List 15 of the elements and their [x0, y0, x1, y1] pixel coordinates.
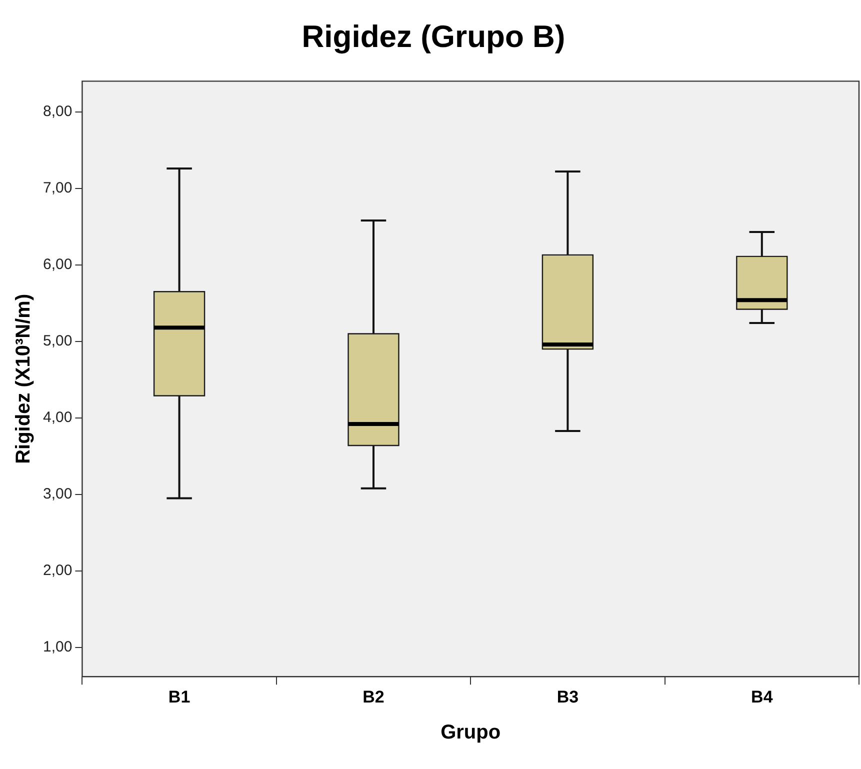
x-tick-label: B1 [168, 687, 190, 706]
x-axis-title: Grupo [440, 722, 501, 744]
y-tick-label: 6,00 [42, 256, 72, 274]
x-tick-label: B3 [556, 687, 579, 706]
y-tick-label: 4,00 [42, 409, 72, 426]
chart-title: Rigidez (Grupo B) [302, 19, 566, 54]
x-tick-label: B4 [751, 687, 774, 706]
x-tick-label: B2 [362, 687, 384, 706]
y-tick-label: 8,00 [42, 102, 72, 120]
y-tick-label: 3,00 [42, 486, 72, 503]
y-tick-label: 7,00 [42, 179, 72, 196]
y-tick-label: 5,00 [42, 332, 72, 350]
y-axis-title: Rigidez (X10³N/m) [12, 294, 35, 464]
y-tick-label: 1,00 [42, 638, 72, 656]
y-tick-label: 2,00 [42, 562, 72, 580]
